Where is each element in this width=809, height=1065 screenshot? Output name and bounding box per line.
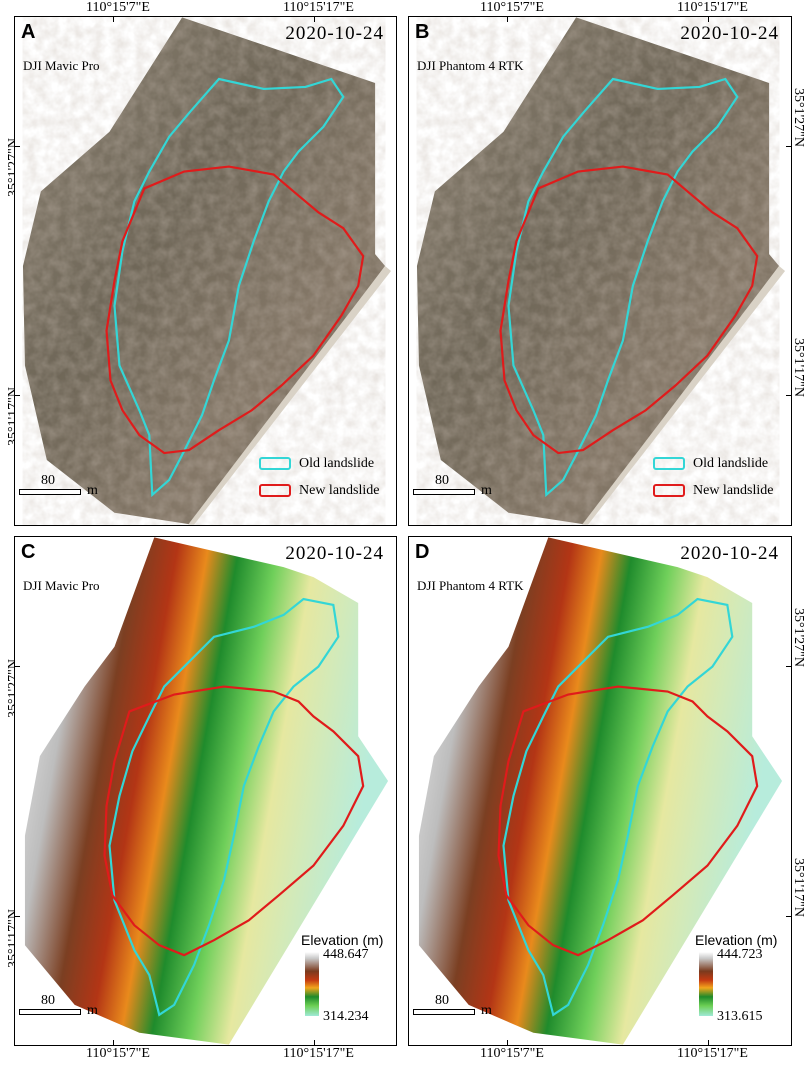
legend-new-landslide: New landslide (653, 482, 773, 500)
lat-label-right-b1: 35°1'27"N (791, 88, 806, 147)
old-landslide-outline (108, 597, 340, 1017)
elevation-color-ramp (699, 952, 713, 1016)
scale-value: 80 (41, 473, 55, 488)
tick-mark (708, 1040, 709, 1046)
tick-mark (14, 916, 20, 917)
legend-label-old: Old landslide (693, 456, 769, 471)
scale-bar: 80 m (413, 473, 493, 499)
lon-label-bottom-c1: 110°15'7"E (86, 1046, 150, 1061)
scale-unit: m (481, 1003, 492, 1018)
tick-mark (314, 16, 315, 22)
legend-label-new: New landslide (693, 483, 774, 498)
tick-mark (14, 146, 20, 147)
sensor-label: DJI Phantom 4 RTK (417, 58, 524, 73)
legend-old-landslide: Old landslide (653, 455, 768, 473)
tick-mark (507, 1040, 508, 1046)
legend-new-landslide: New landslide (259, 482, 379, 500)
new-landslide-outline (105, 165, 365, 455)
panel-letter: B (415, 21, 430, 43)
scale-value: 80 (41, 993, 55, 1008)
lon-label-bottom-d1: 110°15'7"E (480, 1046, 544, 1061)
scale-unit: m (87, 483, 98, 498)
elevation-min: 313.615 (717, 1009, 763, 1024)
elevation-max: 444.723 (717, 947, 763, 962)
lon-label-top-b2: 110°15'17"E (677, 0, 748, 15)
elevation-title: Elevation (m) (695, 932, 778, 948)
lat-label-right-d1: 35°1'27"N (791, 608, 806, 667)
lon-label-top-a1: 110°15'7"E (86, 0, 150, 15)
scale-unit: m (481, 483, 492, 498)
tick-mark (113, 1040, 114, 1046)
old-landslide-outline (507, 77, 739, 498)
scale-bar: 80 m (19, 473, 99, 499)
legend-swatch-new (653, 484, 685, 497)
orthophoto-map (416, 17, 786, 525)
sensor-label: DJI Mavic Pro (23, 578, 100, 593)
lon-label-top-a2: 110°15'17"E (283, 0, 354, 15)
tick-mark (14, 395, 20, 396)
sensor-label: DJI Phantom 4 RTK (417, 578, 524, 593)
tick-mark (14, 666, 20, 667)
legend-swatch-old (259, 457, 291, 470)
old-landslide-outline (502, 597, 734, 1017)
orthophoto-map (22, 17, 392, 525)
scale-bar: 80 m (19, 993, 99, 1019)
tick-mark (314, 1040, 315, 1046)
legend-label-old: Old landslide (299, 456, 375, 471)
elevation-legend: Elevation (m) 444.723 313.615 (695, 932, 791, 1032)
scale-bar: 80 m (413, 993, 493, 1019)
lon-label-bottom-c2: 110°15'17"E (283, 1046, 354, 1061)
tick-mark (786, 395, 792, 396)
tick-mark (708, 16, 709, 22)
lat-label-right-d2: 35°1'17"N (791, 858, 806, 917)
legend-label-new: New landslide (299, 483, 380, 498)
elevation-map (418, 537, 783, 1045)
scale-bar-graphic (19, 1009, 81, 1015)
lon-label-bottom-d2: 110°15'17"E (677, 1046, 748, 1061)
panel-letter: A (21, 21, 36, 43)
legend-swatch-new (259, 484, 291, 497)
acquisition-date: 2020-10-24 (285, 23, 384, 44)
elevation-legend: Elevation (m) 448.647 314.234 (301, 932, 396, 1032)
sensor-label: DJI Mavic Pro (23, 58, 100, 73)
tick-mark (786, 146, 792, 147)
panel-d-dem: D 2020-10-24 DJI Phantom 4 RTK Elevation… (408, 536, 792, 1046)
panel-a-orthophoto: A 2020-10-24 DJI Mavic Pro Old landslide… (14, 16, 397, 526)
scale-value: 80 (435, 993, 449, 1008)
scale-unit: m (87, 1003, 98, 1018)
panel-c-dem: C 2020-10-24 DJI Mavic Pro Elevation (m)… (14, 536, 397, 1046)
elevation-color-ramp (305, 952, 319, 1016)
scale-bar-graphic (413, 489, 475, 495)
panel-letter: C (21, 541, 36, 563)
elevation-min: 314.234 (323, 1009, 369, 1024)
legend-swatch-old (653, 457, 685, 470)
elevation-map (24, 537, 389, 1045)
lat-label-right-b2: 35°1'17"N (791, 338, 806, 397)
elevation-title: Elevation (m) (301, 932, 384, 948)
legend-old-landslide: Old landslide (259, 455, 374, 473)
old-landslide-outline (113, 77, 345, 498)
acquisition-date: 2020-10-24 (680, 543, 779, 564)
acquisition-date: 2020-10-24 (285, 543, 384, 564)
tick-mark (507, 16, 508, 22)
panel-letter: D (415, 541, 430, 563)
acquisition-date: 2020-10-24 (680, 23, 779, 44)
tick-mark (786, 666, 792, 667)
scale-bar-graphic (19, 489, 81, 495)
lon-label-top-b1: 110°15'7"E (480, 0, 544, 15)
elevation-max: 448.647 (323, 947, 369, 962)
new-landslide-outline (499, 165, 759, 455)
new-landslide-outline (497, 685, 759, 957)
scale-bar-graphic (413, 1009, 475, 1015)
tick-mark (113, 16, 114, 22)
panel-b-orthophoto: B 2020-10-24 DJI Phantom 4 RTK Old lands… (408, 16, 792, 526)
new-landslide-outline (103, 685, 365, 957)
tick-mark (786, 916, 792, 917)
scale-value: 80 (435, 473, 449, 488)
